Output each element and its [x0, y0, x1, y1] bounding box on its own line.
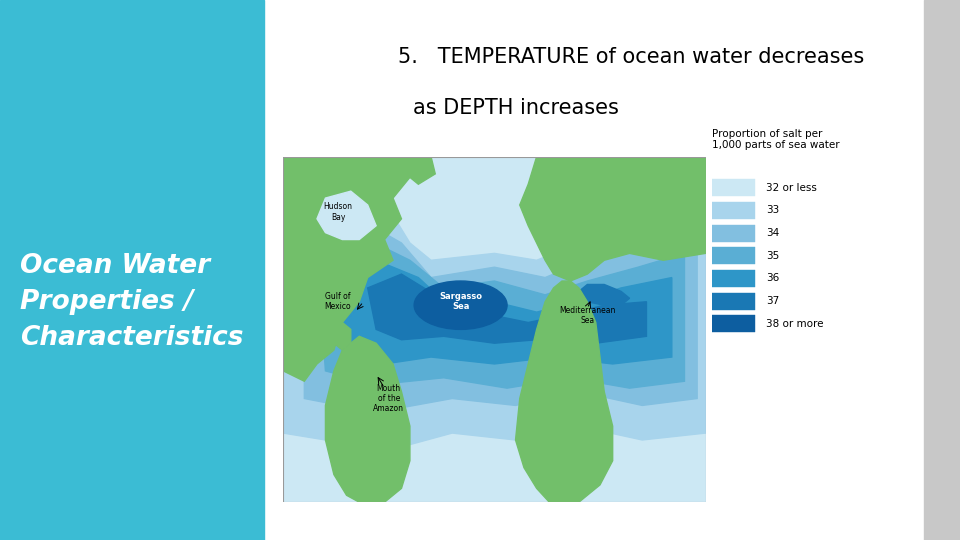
Polygon shape	[368, 274, 646, 343]
Bar	[712, 247, 755, 264]
Text: 34: 34	[766, 228, 780, 238]
Bar	[712, 202, 755, 219]
Text: 38 or more: 38 or more	[766, 319, 824, 329]
Bar	[712, 225, 755, 241]
Text: Ocean Water
Properties /
Characteristics: Ocean Water Properties / Characteristics	[20, 253, 243, 352]
Polygon shape	[579, 285, 630, 305]
Bar	[924, 0, 960, 540]
Polygon shape	[283, 184, 706, 450]
Polygon shape	[283, 157, 410, 381]
Polygon shape	[401, 157, 435, 184]
Text: Gulf of
Mexico: Gulf of Mexico	[324, 292, 350, 312]
Polygon shape	[334, 322, 350, 350]
Text: Hudson
Bay: Hudson Bay	[324, 202, 352, 221]
Bar	[712, 315, 755, 332]
Bar	[712, 270, 755, 287]
Polygon shape	[325, 336, 410, 502]
Text: Proportion of salt per
1,000 parts of sea water: Proportion of salt per 1,000 parts of se…	[712, 129, 840, 150]
Polygon shape	[317, 191, 376, 240]
Text: 32 or less: 32 or less	[766, 183, 817, 193]
Polygon shape	[317, 240, 684, 388]
Text: 37: 37	[766, 296, 780, 306]
Bar	[712, 179, 755, 196]
Polygon shape	[338, 260, 672, 364]
Bar	[712, 293, 755, 309]
Text: 33: 33	[766, 205, 780, 215]
Polygon shape	[516, 281, 612, 502]
Polygon shape	[519, 157, 706, 281]
Text: Mediterranean
Sea: Mediterranean Sea	[559, 306, 615, 325]
Text: 36: 36	[766, 273, 780, 284]
Text: 5.   TEMPERATURE of ocean water decreases: 5. TEMPERATURE of ocean water decreases	[398, 46, 865, 67]
Polygon shape	[304, 219, 697, 413]
Text: Mouth
of the
Amazon: Mouth of the Amazon	[373, 383, 404, 414]
Bar	[0, 0, 264, 540]
Text: 35: 35	[766, 251, 780, 261]
Text: as DEPTH increases: as DEPTH increases	[413, 98, 618, 118]
Ellipse shape	[414, 281, 507, 329]
Text: Sargasso
Sea: Sargasso Sea	[439, 292, 482, 312]
